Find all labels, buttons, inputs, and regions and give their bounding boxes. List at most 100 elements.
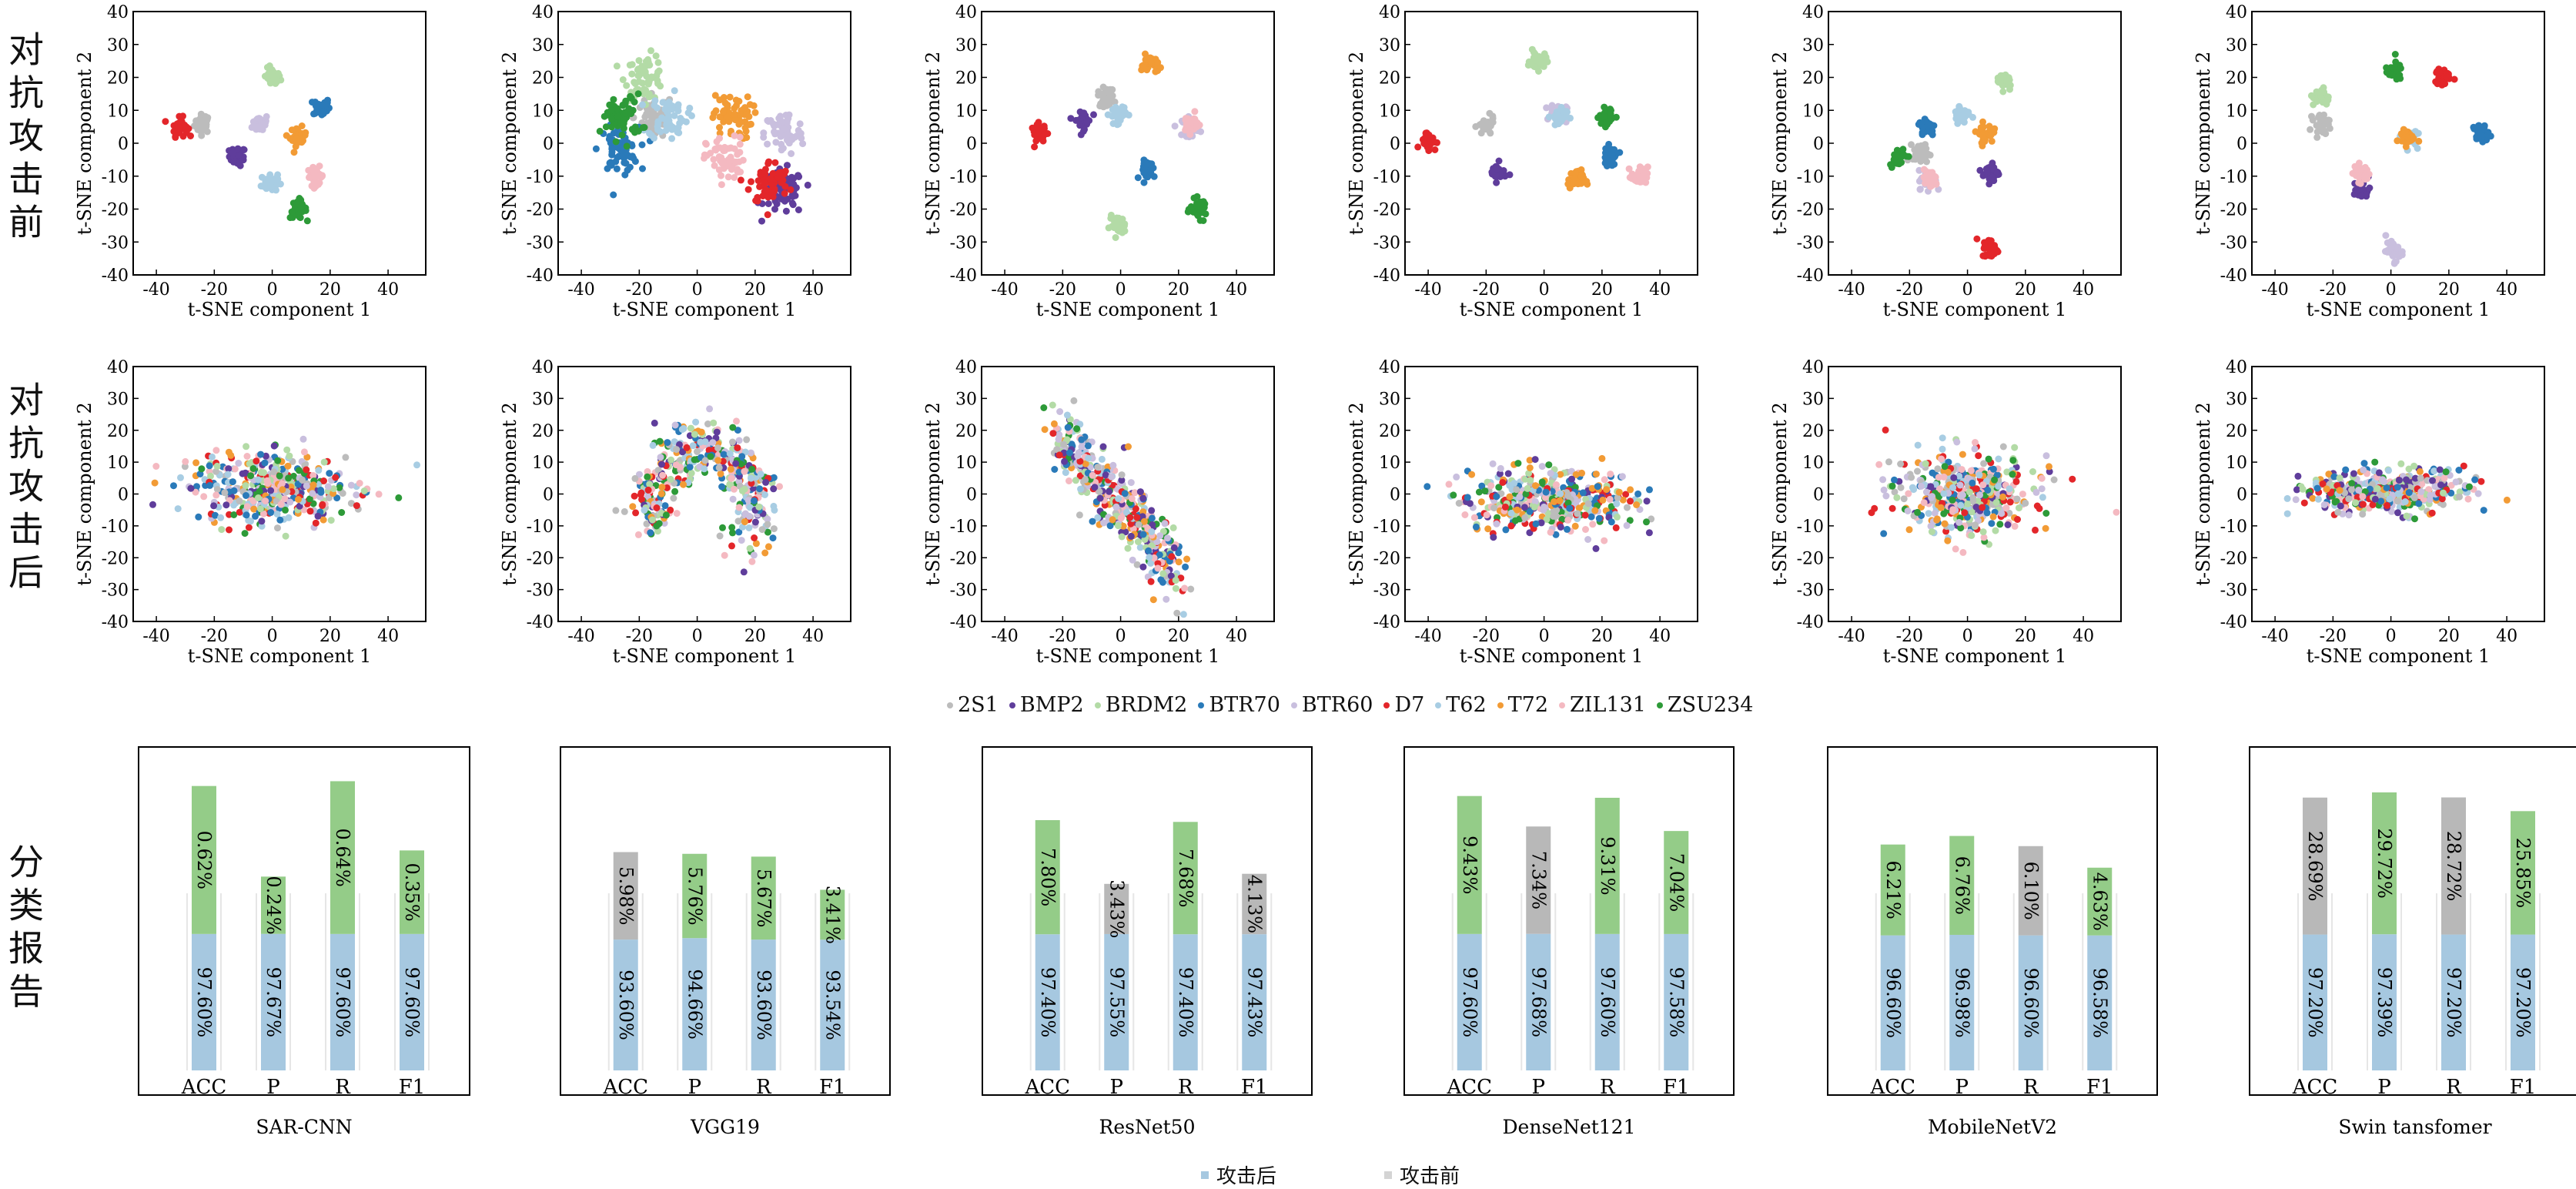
y-tick-label: 30 (2226, 390, 2247, 409)
y-tick-label: -30 (1797, 233, 1824, 253)
scatter-point (221, 489, 228, 496)
scatter-point (2007, 499, 2014, 506)
scatter-point (2351, 191, 2358, 198)
y-tick-label: 40 (955, 3, 977, 22)
scatter-point (657, 454, 664, 461)
scatter-point (285, 463, 292, 470)
scatter-point (747, 545, 754, 552)
x-tick-label: 20 (744, 627, 766, 646)
y-tick-label: -10 (102, 517, 129, 537)
scatter-point (196, 116, 202, 123)
scatter-point (2358, 193, 2365, 199)
scatter-point (1193, 203, 1200, 209)
y-tick-label: -40 (102, 613, 129, 632)
scatter-point (1998, 510, 2005, 517)
scatter-point (2324, 96, 2331, 103)
scatter-point (175, 505, 182, 512)
x-axis-label: t-SNE component 1 (1036, 299, 1219, 320)
y-tick-label: 0 (118, 135, 129, 154)
scatter-point (674, 510, 681, 517)
scatter-point (1938, 504, 1945, 511)
scatter-point (1918, 483, 1925, 490)
scatter-point (202, 113, 209, 120)
scatter-point (721, 552, 728, 559)
scatter-point (713, 107, 720, 114)
scatter-point (2029, 468, 2036, 475)
scatter-point (662, 502, 669, 509)
scatter-point (243, 511, 250, 518)
y-axis-label: t-SNE component 2 (1346, 52, 1367, 235)
scatter-point (708, 453, 714, 460)
scatter-point (212, 491, 219, 498)
scatter-point (1115, 522, 1122, 529)
scatter-point (1545, 461, 1552, 468)
scatter-point (680, 481, 687, 488)
scatter-point (2404, 139, 2411, 146)
scatter-point (1051, 420, 1058, 427)
scatter-point (1089, 472, 1096, 479)
scatter-point (735, 98, 742, 105)
scatter-point (710, 420, 717, 427)
scatter-point (314, 172, 321, 179)
scatter-point (1965, 109, 1972, 116)
scatter-point (748, 466, 755, 473)
scatter-point (1541, 504, 1547, 511)
y-tick-label: -30 (102, 233, 129, 253)
x-tick-label: -40 (1838, 627, 1865, 646)
scatter-point (662, 106, 669, 112)
scatter-point (1082, 477, 1089, 484)
scatter-point (1100, 520, 1107, 527)
scatter-point (1912, 154, 1919, 161)
scatter-point (1126, 514, 1133, 521)
scatter-point (210, 502, 217, 509)
scatter-point (1430, 138, 1437, 145)
scatter-point (1148, 528, 1155, 535)
x-tick-label: 40 (2496, 280, 2517, 300)
scatter-point (628, 71, 635, 78)
scatter-point (1611, 155, 1618, 162)
scatter-point (771, 159, 778, 166)
scatter-point (1075, 117, 1082, 124)
scatter-point (2315, 114, 2322, 121)
scatter-point (717, 533, 724, 540)
scatter-point (685, 109, 692, 116)
scatter-point (1959, 491, 1966, 498)
scatter-point (2313, 89, 2320, 95)
scatter-point (1969, 480, 1975, 487)
y-tick-label: -30 (102, 581, 129, 601)
scatter-point (2444, 74, 2451, 81)
scatter-point (1200, 217, 1207, 224)
scatter-point (767, 176, 774, 183)
scatter-point (771, 525, 778, 532)
x-tick-label: -40 (991, 627, 1018, 646)
scatter-point (2404, 513, 2410, 520)
y-tick-label: -20 (1373, 201, 1400, 220)
scatter-point (172, 134, 179, 141)
scatter-point (1543, 55, 1550, 62)
scatter-point (1553, 481, 1560, 488)
y-tick-label: -30 (950, 233, 977, 253)
scatter-point (1929, 528, 1935, 535)
scatter-point (1129, 495, 1136, 502)
scatter-point (2313, 122, 2320, 129)
x-tick-label: 40 (377, 627, 399, 646)
scatter-point (732, 461, 739, 467)
y-tick-label: 10 (955, 102, 977, 121)
scatter-point (2022, 500, 2029, 507)
scatter-point (629, 503, 636, 510)
scatter-point (2410, 463, 2417, 470)
scatter-point (2033, 489, 2040, 496)
scatter-point (741, 468, 748, 475)
y-tick-label: 10 (1379, 102, 1400, 121)
scatter-point (2382, 248, 2389, 255)
scatter-point (651, 420, 658, 427)
scatter-point (1914, 468, 1921, 475)
scatter-point (1103, 102, 1110, 109)
scatter-point (1176, 558, 1183, 565)
y-tick-label: 40 (2226, 358, 2247, 377)
scatter-point (647, 529, 654, 536)
scatter-point (738, 176, 744, 183)
scatter-point (2397, 461, 2404, 467)
scatter-point (1642, 179, 1649, 186)
y-tick-label: 40 (1379, 358, 1400, 377)
